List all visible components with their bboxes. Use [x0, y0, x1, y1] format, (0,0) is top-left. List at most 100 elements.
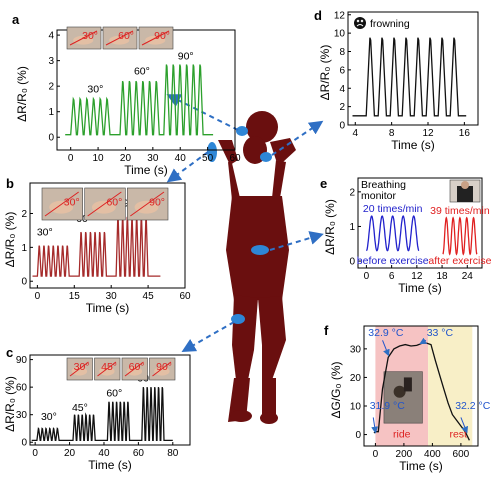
y-tick-label: 6	[339, 65, 345, 76]
legend-title: monitor	[361, 190, 397, 202]
photo-angle-label: 45°	[101, 361, 117, 373]
sensor-elbow	[236, 126, 248, 136]
series-line	[65, 64, 214, 136]
angle-annotation: 60°	[106, 387, 122, 399]
angle-annotation: 60°	[134, 66, 150, 78]
face-features	[356, 19, 364, 27]
legend-label: frowning	[370, 18, 410, 30]
angle-annotation: 30°	[87, 84, 103, 96]
angle-line	[44, 191, 79, 217]
panel-c: 0 20 40 60 80 0 30 60 90 Time (s) ΔR/R₀ (%) c 30° 45°…	[3, 345, 191, 472]
angle-line	[152, 361, 172, 377]
sensor-chest	[251, 245, 269, 255]
rate-label: 39 times/min	[430, 205, 490, 217]
x-tick-label: 60	[133, 448, 145, 459]
photo-angle-label: 60°	[129, 361, 145, 373]
panel-label: d	[314, 8, 322, 23]
x-tick-label: 45	[143, 291, 155, 302]
y-tick-label: 0	[21, 438, 27, 449]
y-axis-label: ΔR/R₀ (%)	[323, 199, 337, 255]
series-line	[32, 216, 161, 277]
plot-frame-c	[29, 354, 191, 446]
photo-thumbnail: 60°	[102, 26, 138, 50]
hand-shape	[154, 366, 170, 376]
angle-line	[97, 361, 117, 377]
temperature-pointer	[371, 417, 379, 434]
x-tick-label: 8	[389, 128, 395, 139]
series-line	[31, 386, 173, 442]
x-tick-label: 15	[69, 291, 81, 302]
x-tick-label: 0	[68, 153, 74, 164]
temperature-label: 32.9 °C	[368, 327, 404, 339]
arrow-to-b	[166, 151, 209, 183]
temperature-label: 32.2 °C	[455, 400, 491, 412]
photo-thumbnail: 30°	[66, 357, 93, 381]
y-tick-label: 12	[334, 10, 346, 21]
x-tick-label: 0	[32, 448, 38, 459]
x-axis-label: Time (s)	[88, 458, 132, 472]
hand-shape	[134, 200, 159, 214]
photo-angle-label: 30°	[82, 30, 98, 42]
panel-label: f	[324, 323, 329, 338]
y-tick-label: 1	[48, 107, 54, 118]
panel-label: a	[12, 12, 20, 27]
rider	[403, 377, 412, 392]
x-tick-label: 40	[98, 448, 110, 459]
photo-thumbnail: 30°	[66, 26, 102, 50]
y-tick-label: 90	[16, 355, 28, 366]
sensor-forearm	[207, 142, 217, 162]
angle-annotation: 90°	[178, 50, 194, 62]
x-tick-label: 0	[35, 291, 41, 302]
photo-thumbnail: 90°	[127, 187, 169, 221]
person-head	[461, 181, 469, 189]
x-axis-label: Time (s)	[399, 459, 443, 473]
hand-shape	[49, 200, 74, 214]
x-tick-label: 20	[64, 448, 76, 459]
angle-line	[124, 361, 144, 377]
y-tick-label: 1	[21, 243, 27, 254]
y-tick-label: 4	[339, 84, 345, 95]
plot-frame-e	[357, 177, 483, 269]
x-tick-label: 4	[352, 128, 358, 139]
y-tick-label: 0	[355, 430, 361, 441]
x-tick-label: 60	[229, 153, 241, 164]
angle-line	[105, 30, 134, 46]
photo-thumbnail: 30°	[41, 187, 83, 221]
y-tick-label: 0	[48, 133, 54, 144]
series-name: before exercise	[357, 255, 429, 267]
x-tick-label: 16	[459, 128, 471, 139]
y-tick-label: 0	[339, 121, 345, 132]
temperature-pointer	[419, 337, 428, 345]
arrow-to-a	[166, 94, 239, 131]
photo-thumbnail: 90°	[149, 357, 176, 381]
y-axis-label: ΔR/R₀ (%)	[3, 212, 17, 268]
panel-b: 0 15 30 45 60 0 1 2 Time (s) ΔR/R₀ (%) b 30° 60° 90° 3…	[3, 176, 191, 315]
x-tick-label: 6	[389, 271, 395, 282]
x-tick-label: 0	[373, 449, 379, 460]
series-line-before	[365, 215, 420, 252]
panel-a: 0 10 20 30 40 50 60 0 1 2 3 4 Time (s) ΔR/R₀ (%) a 30° 6…	[12, 12, 241, 177]
y-tick-label: 2	[339, 102, 345, 113]
sensor-knee	[231, 314, 245, 324]
angle-annotation: 30°	[37, 227, 53, 239]
hand-shape	[71, 366, 88, 376]
x-tick-label: 12	[422, 128, 434, 139]
panel-label: e	[320, 176, 327, 191]
hand-shape	[91, 200, 116, 214]
angle-annotation: 30°	[41, 411, 57, 423]
legend-title: Breathing	[361, 179, 406, 191]
bike-wheel	[393, 385, 406, 398]
x-tick-label: 600	[453, 449, 470, 460]
x-tick-label: 20	[120, 153, 132, 164]
y-tick-label: 4	[48, 31, 54, 42]
series-name: after exercise	[428, 255, 491, 267]
hand-shape	[126, 366, 143, 376]
x-tick-label: 18	[437, 271, 449, 282]
angle-line	[87, 191, 122, 217]
angle-line	[69, 361, 89, 377]
plot-frame-d	[347, 11, 479, 126]
y-tick-label: 1	[349, 222, 355, 233]
temperature-label: 33 °C	[427, 327, 454, 339]
x-tick-label: 24	[462, 271, 474, 282]
